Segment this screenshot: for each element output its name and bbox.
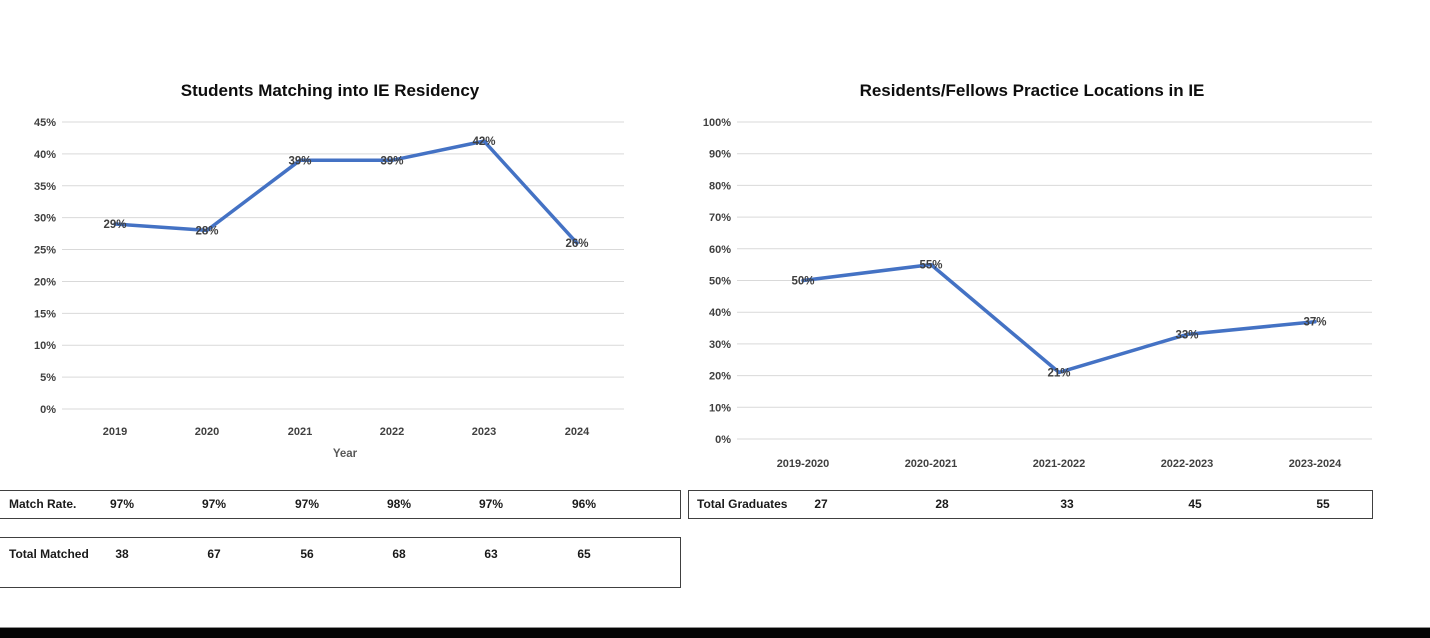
chart-title: Students Matching into IE Residency	[181, 81, 480, 100]
y-tick-label: 15%	[34, 308, 56, 320]
match-rate-table: Match Rate. 97% 97% 97% 98% 97% 96%	[0, 490, 681, 519]
y-tick-label: 45%	[34, 117, 56, 129]
y-tick-label: 40%	[34, 149, 56, 161]
data-label: 37%	[1303, 317, 1326, 329]
y-tick-label: 35%	[34, 181, 56, 193]
x-tick-label: 2020-2021	[905, 458, 958, 470]
data-label: 29%	[103, 219, 126, 231]
table-row-label: Total Matched	[9, 547, 89, 561]
table-row-label: Total Graduates	[697, 497, 788, 511]
table-cell-value: 63	[484, 547, 498, 561]
chart-title: Residents/Fellows Practice Locations in …	[860, 81, 1205, 100]
data-label: 33%	[1175, 329, 1198, 341]
y-tick-label: 20%	[709, 371, 731, 383]
table-cell-value: 97%	[478, 497, 504, 511]
y-tick-label: 30%	[709, 339, 731, 351]
y-tick-label: 25%	[34, 245, 56, 257]
y-tick-label: 5%	[40, 372, 56, 384]
x-tick-label: 2019	[103, 426, 127, 438]
left-chart: Students Matching into IE Residency 0% 5% 1…	[34, 81, 624, 460]
y-tick-label: 10%	[34, 340, 56, 352]
x-tick-label: 2022-2023	[1161, 458, 1214, 470]
y-tick-label: 20%	[34, 276, 56, 288]
y-tick-label: 80%	[709, 180, 731, 192]
table-cell-value: 98%	[386, 497, 412, 511]
y-tick-label: 50%	[709, 276, 731, 288]
y-tick-label: 70%	[709, 212, 731, 224]
x-tick-label: 2023-2024	[1289, 458, 1342, 470]
y-tick-label: 0%	[40, 404, 56, 416]
x-tick-label: 2021	[288, 426, 312, 438]
y-tick-label: 40%	[709, 307, 731, 319]
data-label: 21%	[1047, 367, 1070, 379]
y-tick-label: 60%	[709, 244, 731, 256]
y-tick-label: 90%	[709, 149, 731, 161]
table-cell-value: 65	[577, 547, 591, 561]
data-label: 26%	[565, 238, 588, 250]
total-matched-table: Total Matched 38 67 56 68 63 65	[0, 537, 681, 588]
table-cell-value: 55	[1316, 497, 1330, 511]
x-axis-title: Year	[333, 448, 358, 460]
x-tick-label: 2023	[472, 426, 496, 438]
x-tick-label: 2022	[380, 426, 404, 438]
table-cell-value: 33	[1060, 497, 1074, 511]
table-cell-value: 27	[814, 497, 828, 511]
table-cell-value: 38	[115, 547, 129, 561]
right-chart: Residents/Fellows Practice Locations in …	[703, 81, 1372, 470]
data-label: 55%	[919, 260, 942, 272]
table-cell-value: 96%	[571, 497, 597, 511]
data-label: 28%	[195, 225, 218, 237]
x-tick-label: 2024	[565, 426, 590, 438]
bottom-bar	[0, 627, 1430, 638]
table-cell-value: 56	[300, 547, 314, 561]
series-line	[801, 262, 1317, 375]
table-row-label: Match Rate.	[9, 497, 77, 511]
table-cell-value: 45	[1188, 497, 1202, 511]
table-cell-value: 97%	[294, 497, 320, 511]
table-cell-value: 67	[207, 547, 221, 561]
table-cell-value: 28	[935, 497, 949, 511]
data-label: 50%	[791, 276, 814, 288]
data-label: 39%	[380, 155, 403, 167]
y-tick-label: 100%	[703, 117, 731, 129]
table-cell-value: 97%	[109, 497, 135, 511]
series-line	[113, 139, 579, 245]
data-label: 39%	[288, 155, 311, 167]
x-tick-label: 2020	[195, 426, 219, 438]
y-tick-label: 0%	[715, 434, 731, 446]
x-tick-label: 2019-2020	[777, 458, 830, 470]
y-tick-label: 30%	[34, 213, 56, 225]
table-cell-value: 68	[392, 547, 406, 561]
data-label: 42%	[472, 136, 495, 148]
y-tick-label: 10%	[709, 402, 731, 414]
table-cell-value: 97%	[201, 497, 227, 511]
total-graduates-table: Total Graduates 27 28 33 45 55	[688, 490, 1373, 519]
x-tick-label: 2021-2022	[1033, 458, 1086, 470]
